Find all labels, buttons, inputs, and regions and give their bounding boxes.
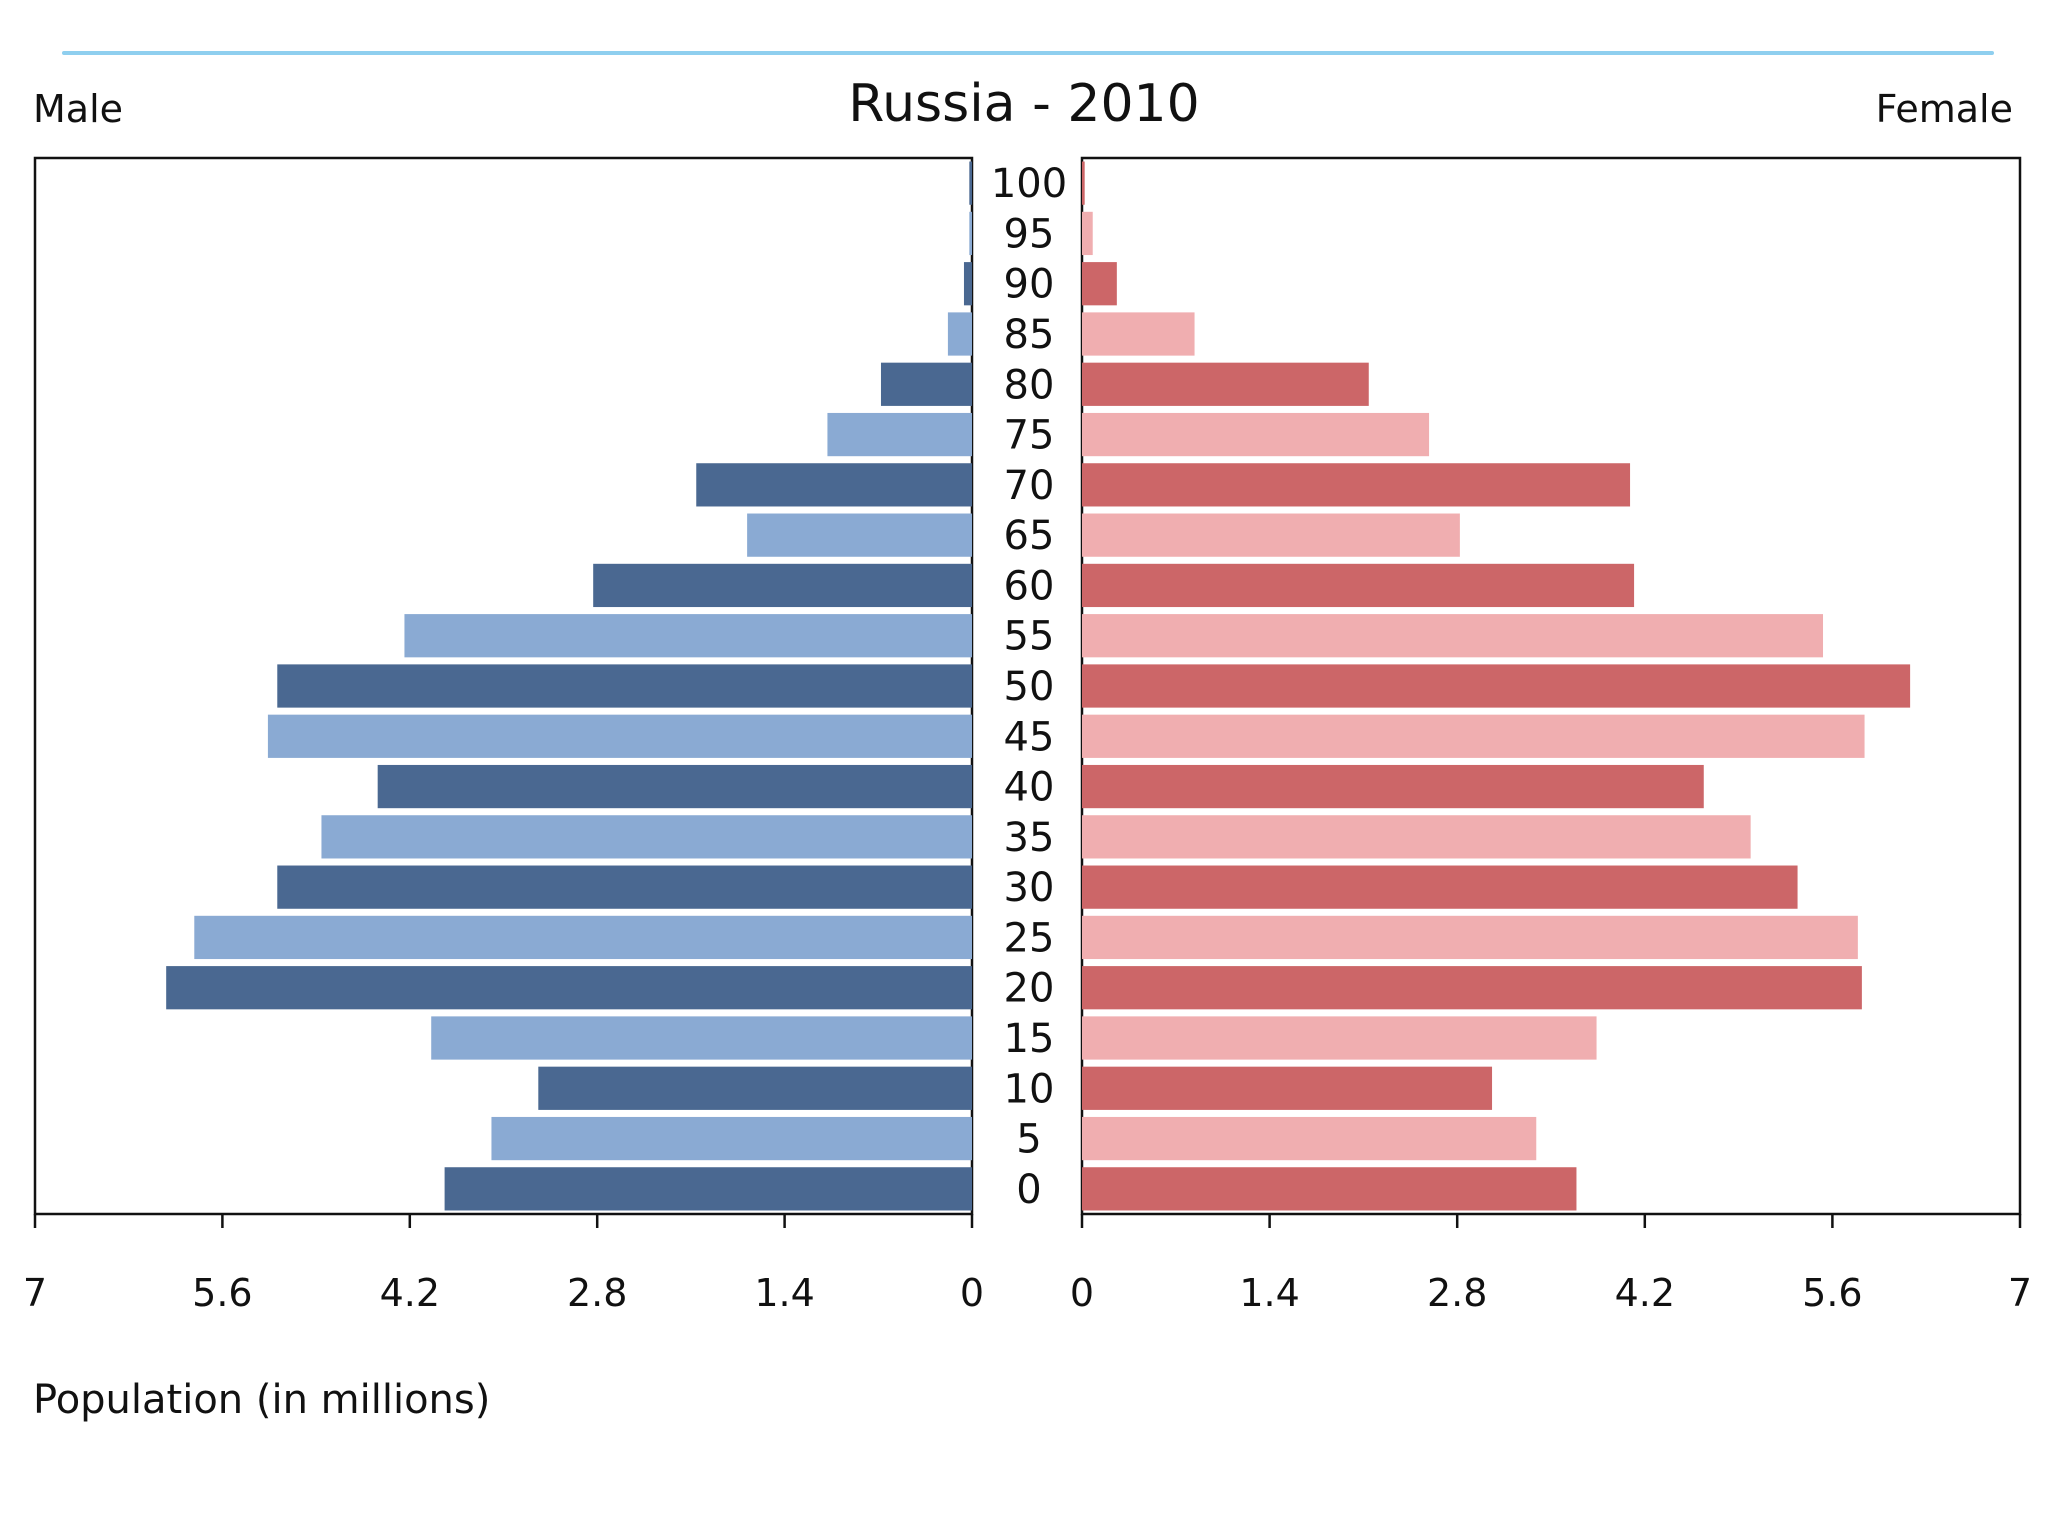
female-bar-50 (1082, 664, 1911, 708)
female-bar-95 (1082, 211, 1093, 256)
male-x-tick-label: 0 (960, 1271, 984, 1315)
male-bar-10 (538, 1066, 972, 1110)
male-bar-100 (969, 161, 972, 205)
female-bar-5 (1082, 1116, 1537, 1161)
age-label-50: 50 (1004, 664, 1055, 710)
female-bar-0 (1082, 1167, 1577, 1211)
age-label-15: 15 (1004, 1016, 1055, 1062)
female-bar-90 (1082, 262, 1117, 306)
male-bar-95 (969, 211, 972, 256)
male-bar-75 (827, 412, 972, 457)
male-bar-30 (277, 865, 972, 909)
female-bar-70 (1082, 463, 1631, 507)
male-bar-60 (593, 563, 972, 608)
chart-title: Russia - 2010 (848, 74, 1200, 134)
age-label-90: 90 (1004, 262, 1055, 308)
female-bar-10 (1082, 1066, 1493, 1110)
male-x-tick-label: 5.6 (192, 1271, 252, 1315)
male-bar-45 (267, 714, 972, 758)
female-bar-65 (1082, 513, 1460, 557)
male-bar-25 (194, 915, 973, 960)
age-label-25: 25 (1004, 915, 1055, 961)
male-x-tick-label: 7 (23, 1271, 47, 1315)
age-label-45: 45 (1004, 714, 1055, 760)
male-bar-65 (747, 513, 972, 557)
female-x-tick-label: 4.2 (1615, 1271, 1675, 1315)
female-x-tick-label: 2.8 (1427, 1271, 1487, 1315)
male-bar-20 (166, 966, 972, 1010)
female-bar-45 (1082, 714, 1865, 758)
age-label-85: 85 (1004, 312, 1055, 358)
male-bar-80 (880, 362, 972, 406)
female-bar-35 (1082, 815, 1751, 859)
male-bar-50 (277, 664, 972, 708)
male-bar-40 (377, 764, 972, 809)
female-bar-20 (1082, 966, 1862, 1010)
female-label: Female (1875, 87, 2013, 131)
age-label-55: 55 (1004, 614, 1055, 660)
male-x-tick-label: 2.8 (567, 1271, 627, 1315)
male-bar-15 (431, 1016, 972, 1060)
age-label-80: 80 (1004, 362, 1055, 408)
female-bar-100 (1082, 161, 1085, 205)
male-x-tick-label: 1.4 (754, 1271, 814, 1315)
age-label-40: 40 (1004, 765, 1055, 811)
female-bar-60 (1082, 563, 1635, 608)
male-x-tick-label: 4.2 (380, 1271, 440, 1315)
x-axis-label: Population (in millions) (33, 1377, 491, 1423)
age-label-0: 0 (1016, 1167, 1041, 1213)
female-bar-80 (1082, 362, 1369, 406)
female-bar-30 (1082, 865, 1798, 909)
age-label-10: 10 (1004, 1066, 1055, 1112)
male-bar-85 (947, 312, 972, 356)
female-bar-25 (1082, 915, 1858, 960)
age-label-75: 75 (1004, 413, 1055, 459)
female-x-tick-label: 1.4 (1239, 1271, 1299, 1315)
age-label-60: 60 (1004, 563, 1055, 609)
age-label-5: 5 (1016, 1117, 1041, 1163)
age-label-70: 70 (1004, 463, 1055, 509)
male-bar-90 (963, 262, 972, 306)
age-label-35: 35 (1004, 815, 1055, 861)
age-label-100: 100 (991, 161, 1067, 207)
male-label: Male (33, 87, 124, 131)
male-bar-55 (404, 614, 973, 658)
age-label-95: 95 (1004, 211, 1055, 257)
female-bar-75 (1082, 412, 1430, 457)
female-bar-40 (1082, 764, 1704, 809)
age-label-65: 65 (1004, 513, 1055, 559)
male-bar-70 (696, 463, 972, 507)
female-bar-55 (1082, 614, 1824, 658)
male-bar-35 (321, 815, 972, 859)
male-bar-5 (491, 1116, 972, 1161)
age-label-20: 20 (1004, 966, 1055, 1012)
female-x-tick-label: 0 (1070, 1271, 1094, 1315)
female-bar-85 (1082, 312, 1195, 356)
female-x-tick-label: 7 (2008, 1271, 2032, 1315)
top-divider-line (62, 51, 1994, 55)
male-bar-0 (444, 1167, 972, 1211)
female-x-tick-label: 5.6 (1802, 1271, 1862, 1315)
female-bar-15 (1082, 1016, 1597, 1060)
age-label-30: 30 (1004, 865, 1055, 911)
